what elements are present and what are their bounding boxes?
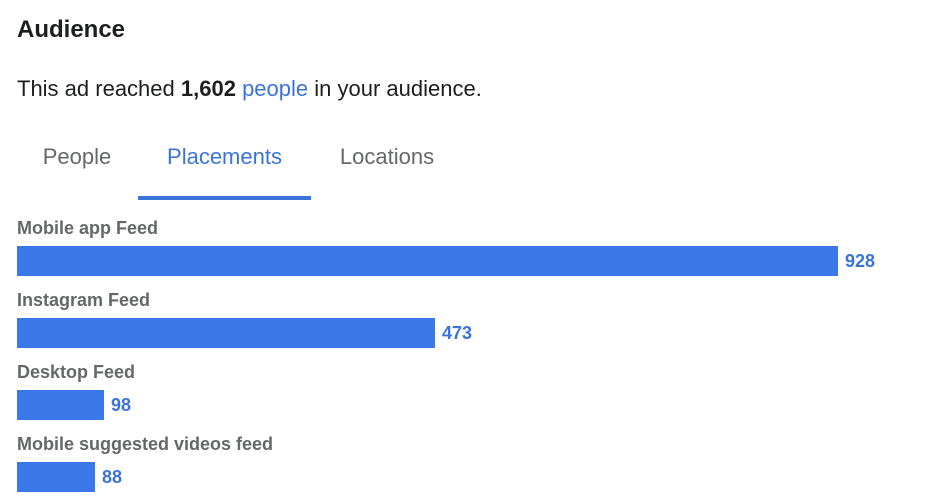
placement-bar — [17, 246, 838, 276]
placement-row-mobile-app-feed: Mobile app Feed 928 — [17, 216, 917, 288]
placement-label: Mobile suggested videos feed — [17, 434, 274, 454]
placement-value: 928 — [845, 250, 876, 271]
reach-summary: This ad reached 1,602 people in your aud… — [17, 76, 482, 102]
reach-count: 1,602 — [180, 76, 236, 101]
placement-row-mobile-suggested-videos-feed: Mobile suggested videos feed 88 — [17, 432, 917, 504]
placement-value: 473 — [442, 322, 473, 343]
placement-bar — [17, 318, 435, 348]
tab-people[interactable]: People — [42, 144, 112, 169]
tab-locations[interactable]: Locations — [339, 144, 435, 169]
placement-label: Instagram Feed — [17, 290, 151, 310]
tab-placements[interactable]: Placements — [138, 130, 311, 200]
placement-label: Mobile app Feed — [17, 218, 159, 238]
audience-tabs: People Placements Locations — [0, 130, 928, 202]
placements-list: Mobile app Feed 928 Instagram Feed 473 D… — [17, 216, 917, 504]
placement-row-instagram-feed: Instagram Feed 473 — [17, 288, 917, 360]
placement-bar — [17, 462, 95, 492]
placement-row-desktop-feed: Desktop Feed 98 — [17, 360, 917, 432]
reach-suffix: in your audience. — [308, 76, 482, 101]
placement-label: Desktop Feed — [17, 362, 136, 382]
placement-value: 88 — [102, 466, 123, 487]
page-title: Audience — [17, 16, 126, 43]
placement-bar — [17, 390, 104, 420]
reach-prefix: This ad reached — [17, 76, 181, 101]
placement-value: 98 — [111, 394, 132, 415]
people-link[interactable]: people — [242, 76, 309, 101]
